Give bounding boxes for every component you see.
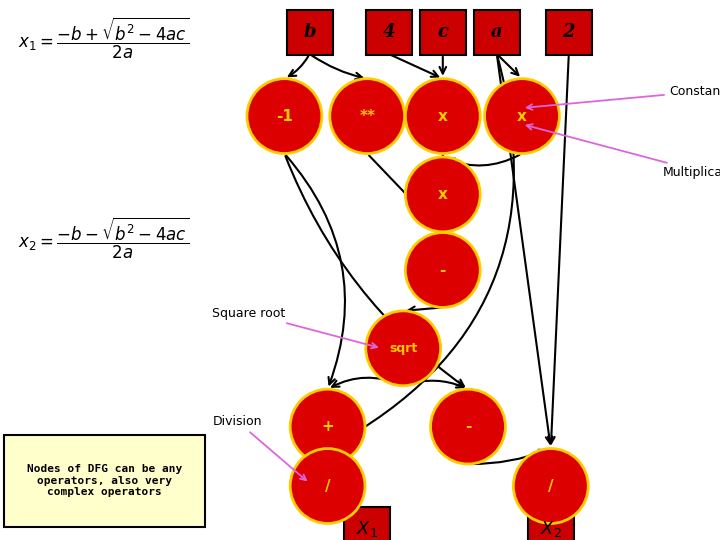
Ellipse shape [405,157,480,232]
FancyBboxPatch shape [287,10,333,55]
Text: x: x [438,187,448,202]
Ellipse shape [431,389,505,464]
Text: x: x [438,109,448,124]
Text: c: c [437,23,449,42]
Text: 4: 4 [382,23,395,42]
Text: -1: -1 [276,109,293,124]
Text: sqrt: sqrt [389,342,418,355]
Ellipse shape [405,233,480,307]
Text: 2: 2 [562,23,575,42]
Text: /: / [548,478,554,494]
Text: $X_2$: $X_2$ [540,519,562,539]
Text: $x_2 = \dfrac{-b-\sqrt{b^2-4ac}}{2a}$: $x_2 = \dfrac{-b-\sqrt{b^2-4ac}}{2a}$ [18,216,189,261]
Text: Division: Division [212,415,306,480]
Ellipse shape [247,79,322,153]
Ellipse shape [290,449,365,523]
Text: Nodes of DFG can be any
operators, also very
complex operators: Nodes of DFG can be any operators, also … [27,464,182,497]
FancyBboxPatch shape [4,435,205,526]
Text: -: - [440,262,446,278]
FancyBboxPatch shape [474,10,520,55]
Ellipse shape [290,389,365,464]
FancyBboxPatch shape [366,10,412,55]
Text: $x_1 = \dfrac{-b+\sqrt{b^2-4ac}}{2a}$: $x_1 = \dfrac{-b+\sqrt{b^2-4ac}}{2a}$ [18,16,189,62]
Text: $X_1$: $X_1$ [356,519,378,539]
Text: a: a [491,23,503,42]
Text: b: b [303,23,316,42]
Text: -: - [465,419,471,434]
Text: +: + [321,419,334,434]
Ellipse shape [405,79,480,153]
Text: **: ** [359,109,375,124]
Ellipse shape [330,79,405,153]
FancyBboxPatch shape [420,10,466,55]
Ellipse shape [366,311,441,386]
FancyBboxPatch shape [546,10,592,55]
Text: Square root: Square root [212,307,377,348]
Text: Multiplication: Multiplication [526,124,720,179]
Text: x: x [517,109,527,124]
Text: /: / [325,478,330,494]
Ellipse shape [513,449,588,523]
Ellipse shape [485,79,559,153]
Text: Constant: Constant [527,85,720,110]
FancyBboxPatch shape [344,507,390,540]
FancyBboxPatch shape [528,507,574,540]
